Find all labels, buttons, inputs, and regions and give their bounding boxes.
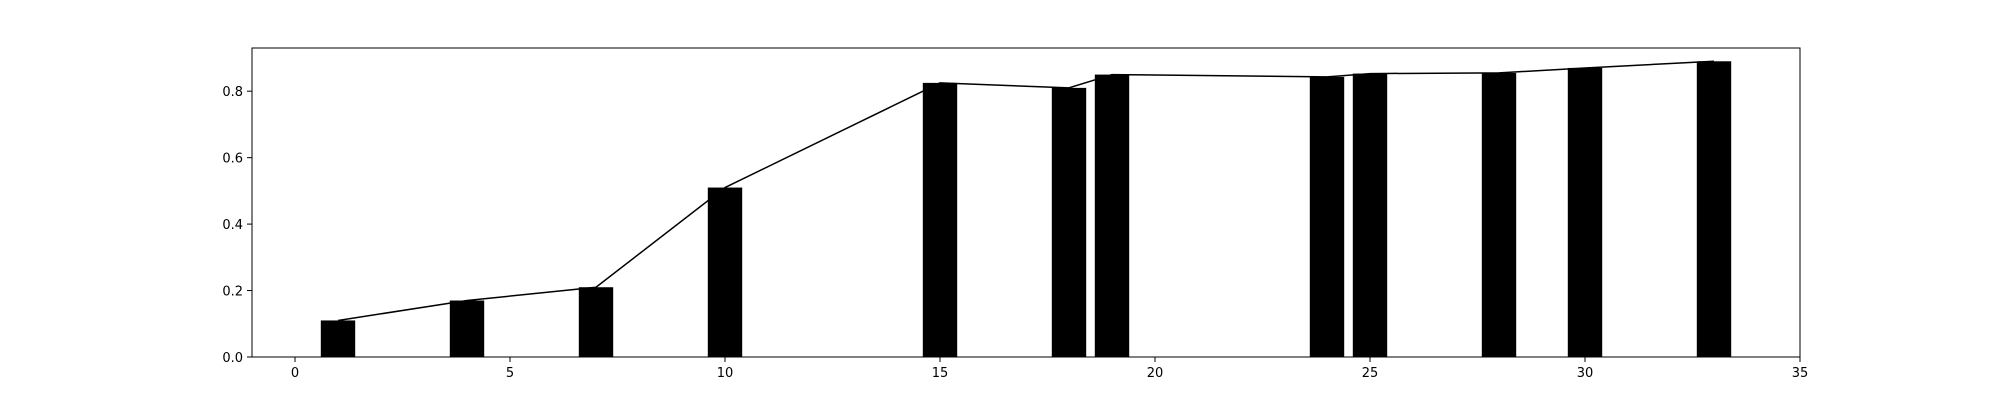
bar [449,300,485,357]
bar [707,187,743,357]
x-tick-label: 20 [1147,366,1164,381]
x-tick-label: 5 [506,366,514,381]
bars [320,61,1732,358]
x-tick-label: 30 [1577,366,1594,381]
bar [1309,76,1345,357]
bar [1567,67,1603,357]
x-axis: 0 5 10 15 20 25 30 35 [291,357,1808,381]
y-tick-label: 0.2 [222,285,243,300]
bar [1352,73,1388,357]
y-tick-label: 0.0 [222,351,243,366]
trend-line-layer [337,60,1715,322]
bar [1051,87,1087,358]
bar [1094,74,1130,357]
x-tick-label: 25 [1362,366,1379,381]
bar [1481,72,1517,358]
x-tick-label: 15 [932,366,949,381]
x-tick-label: 0 [291,366,299,381]
x-tick-label: 35 [1792,366,1809,381]
bar [320,320,356,357]
plot-area-frame [251,47,1801,358]
bar [922,82,958,357]
bar [578,287,614,357]
trend-line [337,60,1715,322]
y-axis: 0.0 0.2 0.4 0.6 0.8 [222,85,252,366]
y-tick-label: 0.6 [222,152,243,167]
y-tick-label: 0.8 [222,85,243,100]
bar [1696,61,1732,357]
y-tick-label: 0.4 [222,218,243,233]
x-tick-label: 10 [717,366,734,381]
